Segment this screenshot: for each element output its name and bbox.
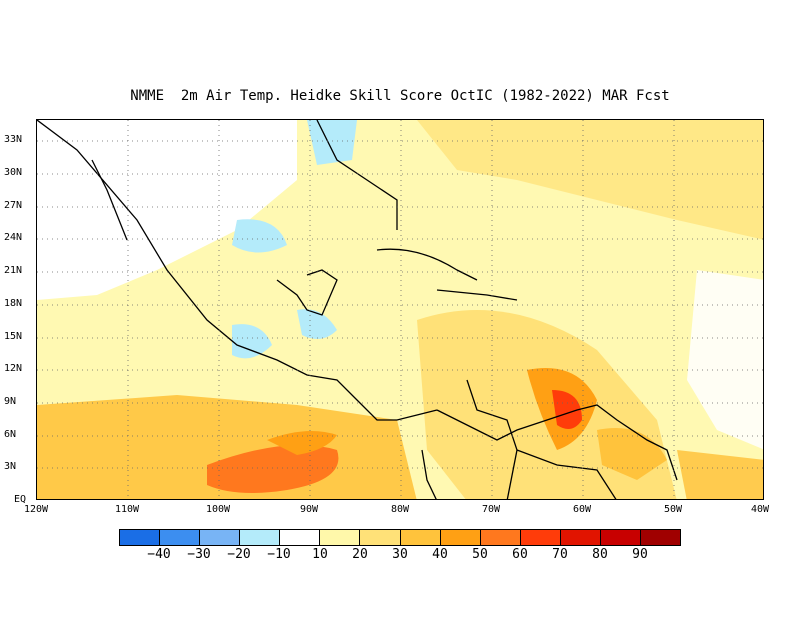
colorbar-label: 30	[392, 547, 408, 562]
map-panel	[36, 119, 764, 500]
colorbar-swatch	[280, 530, 321, 545]
colorbar-label: 70	[552, 547, 568, 562]
lat-label: 21N	[4, 265, 23, 276]
lon-label: 70W	[481, 504, 501, 515]
colorbar-swatch	[200, 530, 241, 545]
colorbar-label: −30	[187, 547, 211, 562]
colorbar-label: 90	[632, 547, 648, 562]
colorbar-label: −40	[147, 547, 171, 562]
colorbar-swatch	[520, 530, 561, 545]
colorbar-swatch	[560, 530, 601, 545]
colorbar-label: 80	[592, 547, 608, 562]
colorbar-swatch	[480, 530, 521, 545]
lat-label: 18N	[4, 298, 23, 309]
coastlines	[37, 120, 678, 499]
colorbar-label: 40	[432, 547, 448, 562]
lat-label: 3N	[4, 461, 17, 472]
skill-score-map	[37, 120, 763, 499]
lon-label: 100W	[205, 504, 231, 515]
colorbar-swatch	[600, 530, 642, 545]
lat-label: 6N	[4, 429, 17, 440]
lat-label: 9N	[4, 396, 17, 407]
lat-label: 15N	[4, 331, 23, 342]
lon-label: 40W	[750, 504, 770, 515]
gridlines	[37, 120, 763, 499]
colorbar-swatch	[320, 530, 361, 545]
colorbar-swatch	[120, 530, 161, 545]
colorbar-label: −10	[267, 547, 291, 562]
colorbar-swatch	[400, 530, 441, 545]
colorbar-swatch	[360, 530, 401, 545]
page-title: NMME 2m Air Temp. Heidke Skill Score Oct…	[130, 88, 670, 104]
colorbar-label: 50	[472, 547, 488, 562]
skill-field	[37, 120, 763, 499]
lon-label: 80W	[390, 504, 410, 515]
colorbar-label: 20	[352, 547, 368, 562]
lat-label: 33N	[4, 134, 23, 145]
lat-label: EQ	[14, 494, 27, 505]
lat-label: 27N	[4, 200, 23, 211]
colorbar	[119, 529, 681, 546]
colorbar-label: −20	[227, 547, 251, 562]
colorbar-label: 60	[512, 547, 528, 562]
lon-label: 90W	[299, 504, 319, 515]
colorbar-swatch	[160, 530, 201, 545]
lon-label: 60W	[572, 504, 592, 515]
colorbar-swatch	[240, 530, 281, 545]
lat-label: 12N	[4, 363, 23, 374]
lon-label: 120W	[23, 504, 49, 515]
colorbar-swatch	[641, 530, 681, 545]
colorbar-label: 10	[312, 547, 328, 562]
lat-label: 24N	[4, 232, 23, 243]
lon-label: 50W	[663, 504, 683, 515]
lon-label: 110W	[114, 504, 140, 515]
lat-label: 30N	[4, 167, 23, 178]
colorbar-swatch	[440, 530, 481, 545]
